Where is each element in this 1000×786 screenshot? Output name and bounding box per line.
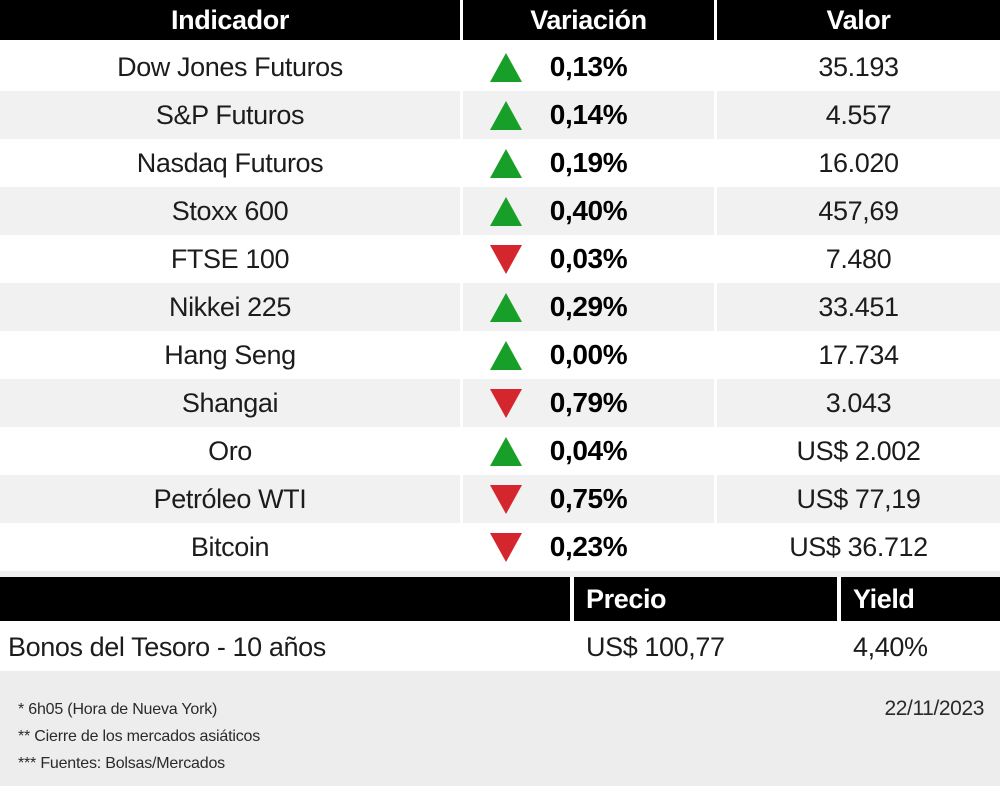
indicator-value: 16.020 <box>818 147 899 178</box>
table-row: Bitcoin 0,23% US$ 36.712 <box>0 523 1000 571</box>
footnote-sources: *** Fuentes: Bolsas/Mercados <box>18 755 225 772</box>
header-value: Valor <box>826 4 891 35</box>
table-row: Oro 0,04% US$ 2.002 <box>0 427 1000 475</box>
indicator-name: Bitcoin <box>190 531 270 562</box>
header-indicator: Indicador <box>171 4 289 35</box>
indicator-value: 33.451 <box>818 291 899 322</box>
variation-value: 0,00% <box>549 339 628 370</box>
arrow-down-icon <box>490 484 522 514</box>
footer: * 6h05 (Hora de Nueva York) ** Cierre de… <box>0 671 1000 786</box>
table-row: Nikkei 225 0,29% 33.451 <box>0 283 1000 331</box>
variation-cell: 0,19% <box>460 139 717 187</box>
indicator-value: 7.480 <box>825 243 892 274</box>
variation-cell: 0,13% <box>460 43 717 91</box>
footnote-asian-markets: ** Cierre de los mercados asiáticos <box>18 728 260 745</box>
table-row: Shangai 0,79% 3.043 <box>0 379 1000 427</box>
variation-cell: 0,00% <box>460 331 717 379</box>
table-separator <box>0 571 1000 577</box>
indicator-value: 457,69 <box>818 195 899 226</box>
variation-cell: 0,23% <box>460 523 717 571</box>
table-row: S&P Futuros 0,14% 4.557 <box>0 91 1000 139</box>
variation-cell: 0,03% <box>460 235 717 283</box>
bond-yield: 4,40% <box>837 624 1000 671</box>
arrow-up-icon <box>490 340 522 370</box>
table-row: Hang Seng 0,00% 17.734 <box>0 331 1000 379</box>
variation-cell: 0,79% <box>460 379 717 427</box>
table-row: Petróleo WTI 0,75% US$ 77,19 <box>0 475 1000 523</box>
indicator-value: 35.193 <box>818 51 899 82</box>
arrow-up-icon <box>490 100 522 130</box>
variation-value: 0,03% <box>549 243 628 274</box>
arrow-up-icon <box>490 148 522 178</box>
indicators-body: Dow Jones Futuros 0,13% 35.193 S&P Futuros 0… <box>0 43 1000 571</box>
indicator-name: Shangai <box>181 387 279 418</box>
indicator-name: Stoxx 600 <box>171 195 289 226</box>
table-row: Dow Jones Futuros 0,13% 35.193 <box>0 43 1000 91</box>
variation-value: 0,75% <box>549 483 628 514</box>
indicator-name: Nikkei 225 <box>168 291 292 322</box>
indicator-name: FTSE 100 <box>170 243 290 274</box>
bonds-header-yield: Yield <box>837 577 1000 621</box>
arrow-down-icon <box>490 388 522 418</box>
header-variation: Variación <box>460 0 717 40</box>
variation-cell: 0,14% <box>460 91 717 139</box>
indicator-name: Hang Seng <box>164 339 296 370</box>
arrow-up-icon <box>490 52 522 82</box>
bond-price: US$ 100,77 <box>570 624 837 671</box>
variation-cell: 0,40% <box>460 187 717 235</box>
bonds-header-empty <box>0 577 570 621</box>
indicator-name: Oro <box>208 435 252 466</box>
indicator-value: 17.734 <box>818 339 899 370</box>
variation-value: 0,04% <box>549 435 628 466</box>
date-label: 22/11/2023 <box>884 697 984 720</box>
indicator-value: US$ 36.712 <box>789 531 928 562</box>
arrow-up-icon <box>490 436 522 466</box>
indicator-name: Dow Jones Futuros <box>117 51 343 82</box>
variation-cell: 0,29% <box>460 283 717 331</box>
arrow-down-icon <box>490 244 522 274</box>
footnote-time: * 6h05 (Hora de Nueva York) <box>18 701 218 718</box>
table-row: Stoxx 600 0,40% 457,69 <box>0 187 1000 235</box>
indicator-name: Nasdaq Futuros <box>136 147 324 178</box>
variation-value: 0,19% <box>549 147 628 178</box>
variation-value: 0,79% <box>549 387 628 418</box>
variation-value: 0,29% <box>549 291 628 322</box>
arrow-up-icon <box>490 292 522 322</box>
arrow-up-icon <box>490 196 522 226</box>
table-row: Nasdaq Futuros 0,19% 16.020 <box>0 139 1000 187</box>
indicators-header-row: Indicador Variación Valor <box>0 0 1000 40</box>
indicator-value: US$ 77,19 <box>796 483 921 514</box>
indicator-value: 4.557 <box>825 99 892 130</box>
indicator-value: US$ 2.002 <box>796 435 921 466</box>
variation-value: 0,40% <box>549 195 628 226</box>
table-row: FTSE 100 0,03% 7.480 <box>0 235 1000 283</box>
variation-value: 0,23% <box>549 531 628 562</box>
bonds-header-price: Precio <box>570 577 837 621</box>
variation-value: 0,13% <box>549 51 628 82</box>
indicator-name: Petróleo WTI <box>153 483 307 514</box>
bonds-row: Bonos del Tesoro - 10 años US$ 100,77 4,… <box>0 624 1000 671</box>
variation-cell: 0,75% <box>460 475 717 523</box>
indicator-value: 3.043 <box>825 387 892 418</box>
bond-name: Bonos del Tesoro - 10 años <box>8 632 326 662</box>
variation-value: 0,14% <box>549 99 628 130</box>
arrow-down-icon <box>490 532 522 562</box>
bonds-header-row: Precio Yield <box>0 577 1000 621</box>
variation-cell: 0,04% <box>460 427 717 475</box>
indicator-name: S&P Futuros <box>155 99 305 130</box>
